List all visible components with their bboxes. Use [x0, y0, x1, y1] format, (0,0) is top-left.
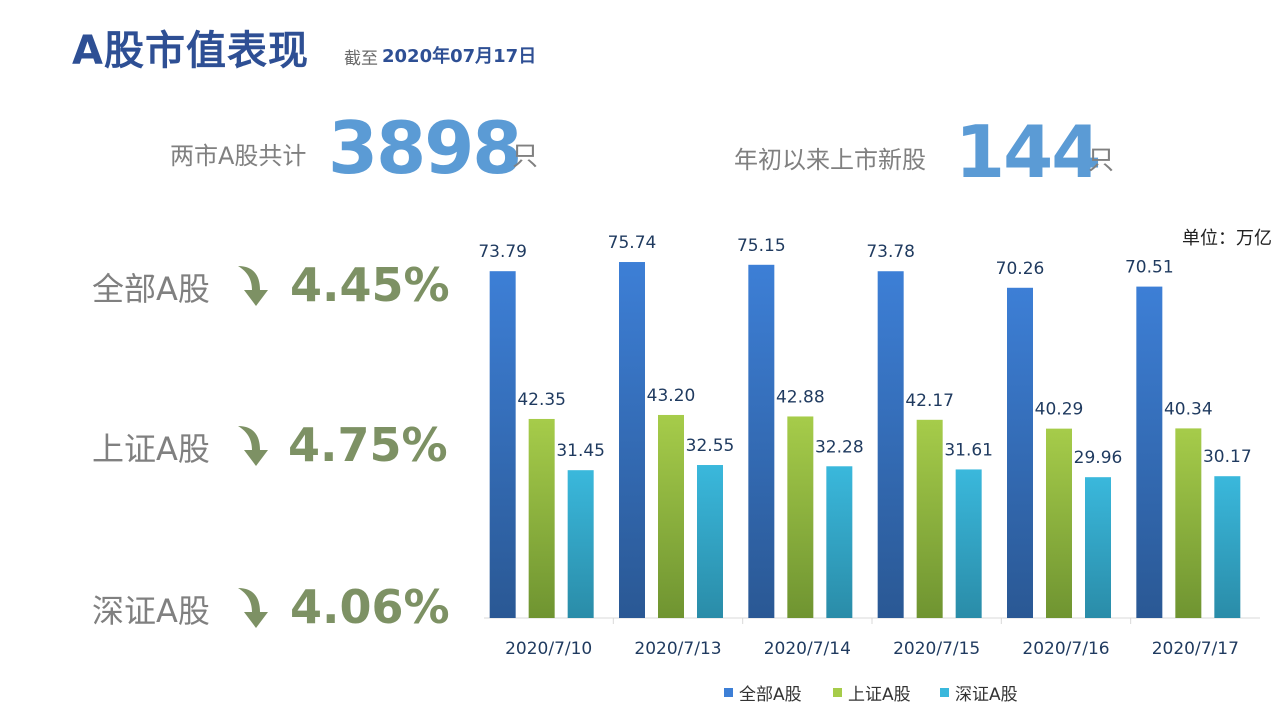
x-tick-label: 2020/7/16	[1022, 639, 1109, 659]
bar-2-4	[1085, 477, 1111, 618]
data-label: 42.35	[517, 390, 566, 410]
legend-label-sh: 上证A股	[848, 685, 911, 705]
total-stocks-value: 3898	[328, 106, 522, 190]
bar-0-4	[1007, 287, 1033, 618]
bar-0-1	[619, 262, 645, 618]
bar-1-4	[1046, 428, 1072, 618]
market-name-all: 全部A股	[92, 270, 210, 308]
data-label: 32.55	[686, 436, 735, 456]
total-stocks-label: 两市A股共计	[170, 142, 307, 170]
legend-swatch-sz	[940, 688, 949, 697]
market-change-all: 4.45%	[290, 258, 450, 312]
data-label: 40.34	[1164, 399, 1213, 419]
data-label: 31.61	[944, 440, 993, 460]
x-tick-label: 2020/7/14	[764, 639, 851, 659]
total-stocks-unit: 只	[512, 142, 539, 172]
data-label: 75.15	[737, 236, 786, 256]
data-label: 73.78	[866, 242, 915, 262]
data-label: 70.26	[996, 259, 1045, 279]
bar-0-2	[748, 264, 775, 618]
bar-0-5	[1136, 286, 1163, 618]
market-change-sz: 4.06%	[290, 580, 450, 634]
arrow-down-icon	[238, 266, 268, 306]
date-prefix: 截至	[344, 49, 378, 69]
legend-label-all: 全部A股	[739, 685, 802, 705]
market-name-sh: 上证A股	[92, 430, 210, 468]
x-tick-label: 2020/7/13	[634, 639, 721, 659]
data-label: 70.51	[1125, 258, 1174, 278]
legend-swatch-all	[724, 688, 733, 697]
date-value: 2020年07月17日	[382, 46, 537, 67]
bar-1-0	[528, 418, 555, 618]
bar-2-0	[567, 470, 594, 618]
data-label: 32.28	[815, 437, 864, 457]
bar-0-3	[877, 271, 904, 618]
x-tick-label: 2020/7/17	[1152, 639, 1239, 659]
new-stocks-unit: 只	[1088, 146, 1115, 176]
page-title: A股市值表现	[72, 28, 309, 74]
bar-1-1	[658, 414, 684, 618]
x-tick-label: 2020/7/10	[505, 639, 592, 659]
unit-note: 单位：万亿	[1182, 228, 1272, 249]
data-label: 42.17	[905, 391, 954, 411]
legend-item-sh: 上证A股	[833, 680, 911, 705]
data-label: 73.79	[478, 242, 527, 262]
data-label: 75.74	[608, 233, 657, 253]
data-label: 31.45	[556, 441, 605, 461]
data-label: 30.17	[1203, 447, 1252, 467]
data-label: 40.29	[1035, 400, 1084, 420]
new-stocks-value: 144	[955, 110, 1101, 194]
data-label: 29.96	[1074, 448, 1123, 468]
data-label: 43.20	[647, 386, 696, 406]
data-label: 42.88	[776, 387, 825, 407]
bar-2-2	[826, 466, 853, 618]
bar-2-1	[697, 465, 723, 618]
legend-item-all: 全部A股	[724, 680, 802, 705]
bar-1-5	[1175, 428, 1202, 618]
legend-item-sz: 深证A股	[940, 680, 1018, 705]
arrow-down-icon	[238, 588, 268, 628]
bar-1-3	[916, 419, 943, 618]
market-name-sz: 深证A股	[92, 592, 210, 630]
arrow-down-icon	[238, 426, 268, 466]
bar-1-2	[787, 416, 814, 618]
bar-2-5	[1214, 476, 1241, 618]
market-change-sh: 4.75%	[288, 418, 448, 472]
bar-0-0	[489, 271, 516, 618]
bar-2-3	[955, 469, 982, 618]
new-stocks-label: 年初以来上市新股	[734, 146, 926, 174]
x-tick-label: 2020/7/15	[893, 639, 980, 659]
legend-label-sz: 深证A股	[955, 685, 1018, 705]
legend-swatch-sh	[833, 688, 842, 697]
